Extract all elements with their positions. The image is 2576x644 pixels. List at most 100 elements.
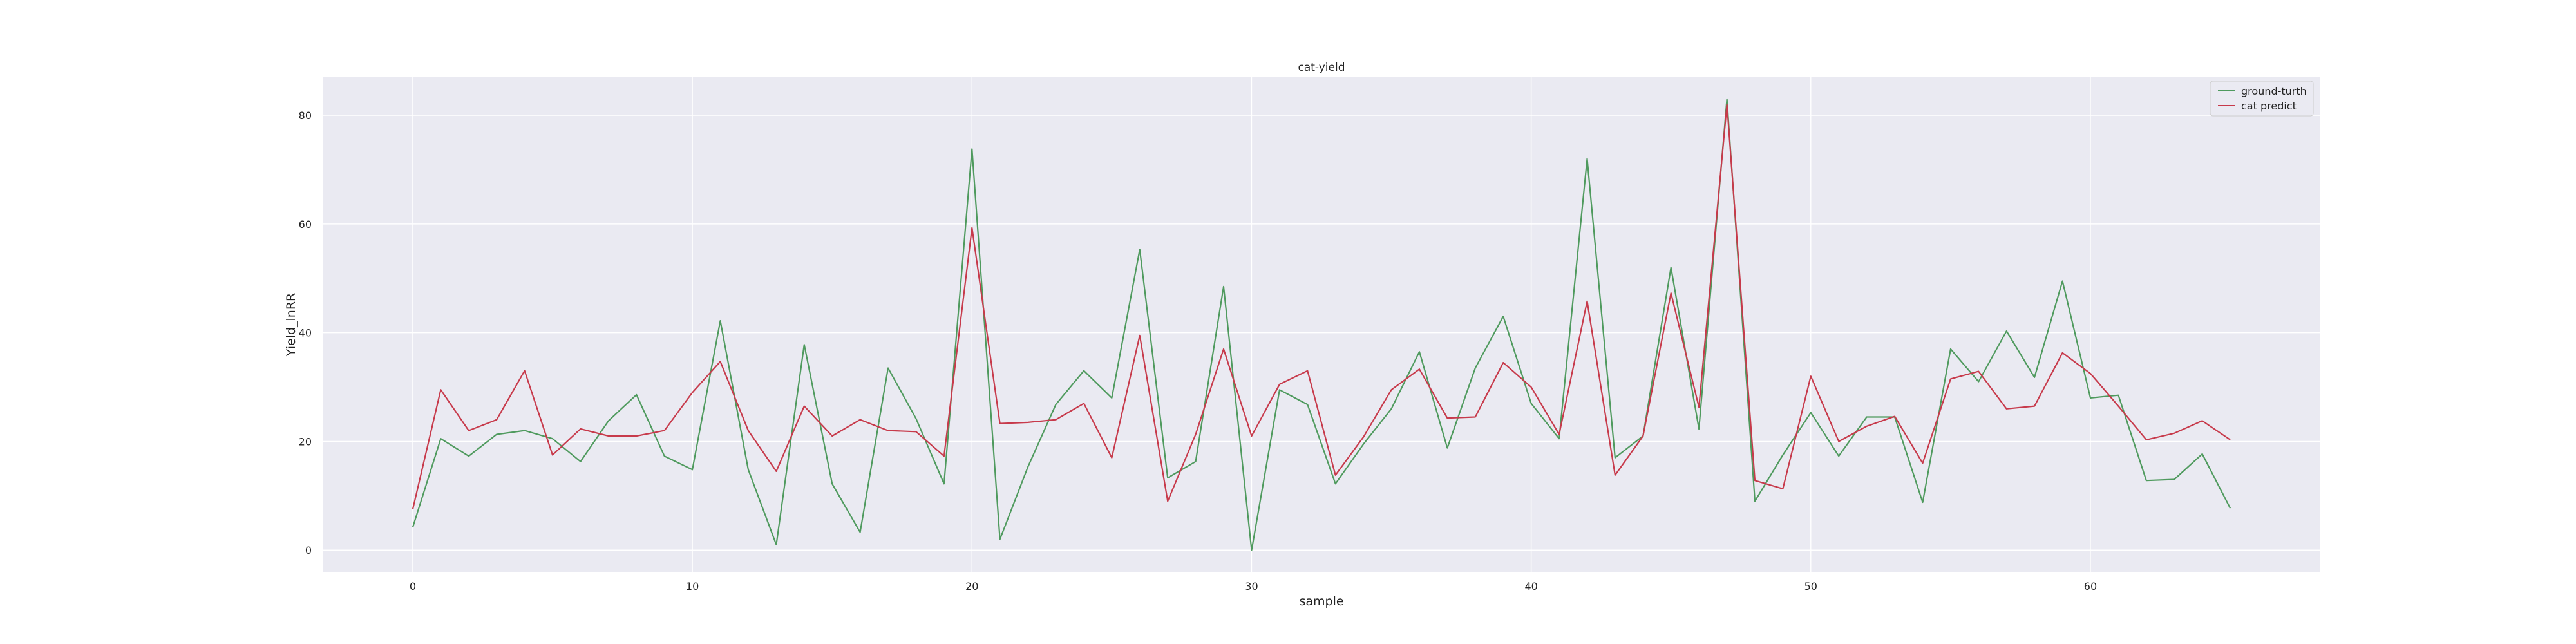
- data-point: [1278, 383, 1281, 386]
- data-point: [831, 482, 834, 486]
- data-point: [467, 455, 470, 458]
- x-tick-label: 20: [965, 580, 978, 592]
- data-point: [523, 429, 526, 432]
- data-point: [1110, 456, 1113, 459]
- data-point: [1082, 369, 1085, 372]
- data-point: [1446, 446, 1449, 450]
- y-tick-label: 0: [305, 544, 312, 556]
- data-point: [831, 435, 834, 438]
- data-point: [1558, 433, 1561, 436]
- data-point: [1250, 435, 1253, 438]
- data-point: [1222, 347, 1226, 350]
- data-point: [1362, 442, 1365, 446]
- data-point: [2229, 507, 2232, 510]
- data-point: [2173, 431, 2176, 435]
- data-point: [1753, 500, 1756, 503]
- data-point: [411, 507, 414, 511]
- grid-lines: [323, 77, 2320, 572]
- data-point: [1809, 411, 1812, 414]
- data-point: [2201, 452, 2204, 455]
- data-point: [1138, 334, 1141, 337]
- data-point: [914, 430, 918, 433]
- legend: ground-turth cat predict: [2210, 80, 2314, 117]
- data-point: [1502, 315, 1505, 318]
- legend-label-ground-truth: ground-turth: [2241, 85, 2307, 97]
- ground-truth-line: [412, 98, 2231, 551]
- data-point: [971, 147, 974, 151]
- data-point: [2117, 393, 2120, 397]
- chart-title: cat-yield: [1298, 61, 1345, 74]
- data-point: [1669, 292, 1672, 295]
- data-point: [551, 453, 554, 457]
- data-point: [2005, 407, 2008, 410]
- y-tick-label: 20: [299, 435, 312, 448]
- data-point: [1865, 424, 1868, 428]
- data-point: [579, 428, 582, 431]
- data-point: [1977, 370, 1980, 373]
- data-point: [914, 417, 918, 421]
- data-point: [2201, 419, 2204, 422]
- x-tick-label: 0: [410, 580, 416, 592]
- data-point: [1837, 440, 1841, 443]
- data-point: [1110, 396, 1113, 399]
- x-tick-label: 10: [686, 580, 699, 592]
- data-point: [1949, 377, 1952, 381]
- data-point: [1698, 406, 1701, 409]
- data-point: [1613, 456, 1616, 459]
- data-point: [775, 469, 778, 473]
- data-point: [1613, 473, 1616, 477]
- y-axis-label: Yield_lnRR: [284, 293, 298, 357]
- data-point: [439, 437, 442, 440]
- data-point: [971, 226, 974, 229]
- data-point: [691, 468, 694, 471]
- data-point: [1753, 479, 1756, 482]
- data-point: [607, 435, 610, 438]
- data-point: [1949, 347, 1952, 350]
- data-point: [1306, 403, 1309, 406]
- data-point: [579, 460, 582, 463]
- data-point: [1725, 97, 1728, 100]
- data-point: [1558, 437, 1561, 440]
- data-point: [1586, 299, 1589, 303]
- data-point: [1530, 386, 1533, 389]
- data-point: [1027, 466, 1030, 469]
- legend-label-prediction: cat predict: [2241, 100, 2297, 112]
- data-point: [802, 343, 806, 346]
- data-point: [1138, 248, 1141, 251]
- data-point: [2173, 478, 2176, 481]
- x-tick-label: 40: [1524, 580, 1537, 592]
- data-series: [411, 97, 2232, 552]
- data-point: [1586, 157, 1589, 160]
- data-point: [439, 388, 442, 392]
- data-point: [2061, 279, 2064, 283]
- data-point: [1809, 375, 1812, 378]
- data-point: [858, 418, 862, 421]
- data-point: [746, 468, 750, 471]
- data-point: [1725, 103, 1728, 106]
- data-point: [2117, 404, 2120, 408]
- data-point: [1921, 462, 1924, 465]
- data-point: [1250, 549, 1253, 552]
- data-point: [411, 526, 414, 529]
- data-point: [2061, 351, 2064, 354]
- data-point: [1837, 455, 1841, 458]
- data-point: [551, 437, 554, 440]
- data-point: [1027, 421, 1030, 424]
- data-point: [1362, 435, 1365, 439]
- data-point: [2088, 396, 2092, 399]
- data-point: [942, 482, 945, 486]
- data-point: [523, 369, 526, 372]
- data-point: [746, 429, 750, 432]
- data-point: [1417, 368, 1421, 371]
- data-point: [1334, 473, 1337, 477]
- data-point: [635, 435, 638, 438]
- data-point: [2145, 479, 2148, 482]
- y-tick-label: 60: [299, 218, 312, 231]
- tick-labels: 0 10 20 30 40 50 60 0 20 40 60 80: [299, 109, 2098, 592]
- data-point: [1977, 380, 1980, 383]
- data-point: [1781, 487, 1785, 490]
- data-point: [1446, 417, 1449, 420]
- data-point: [1417, 350, 1421, 354]
- data-point: [1390, 407, 1393, 410]
